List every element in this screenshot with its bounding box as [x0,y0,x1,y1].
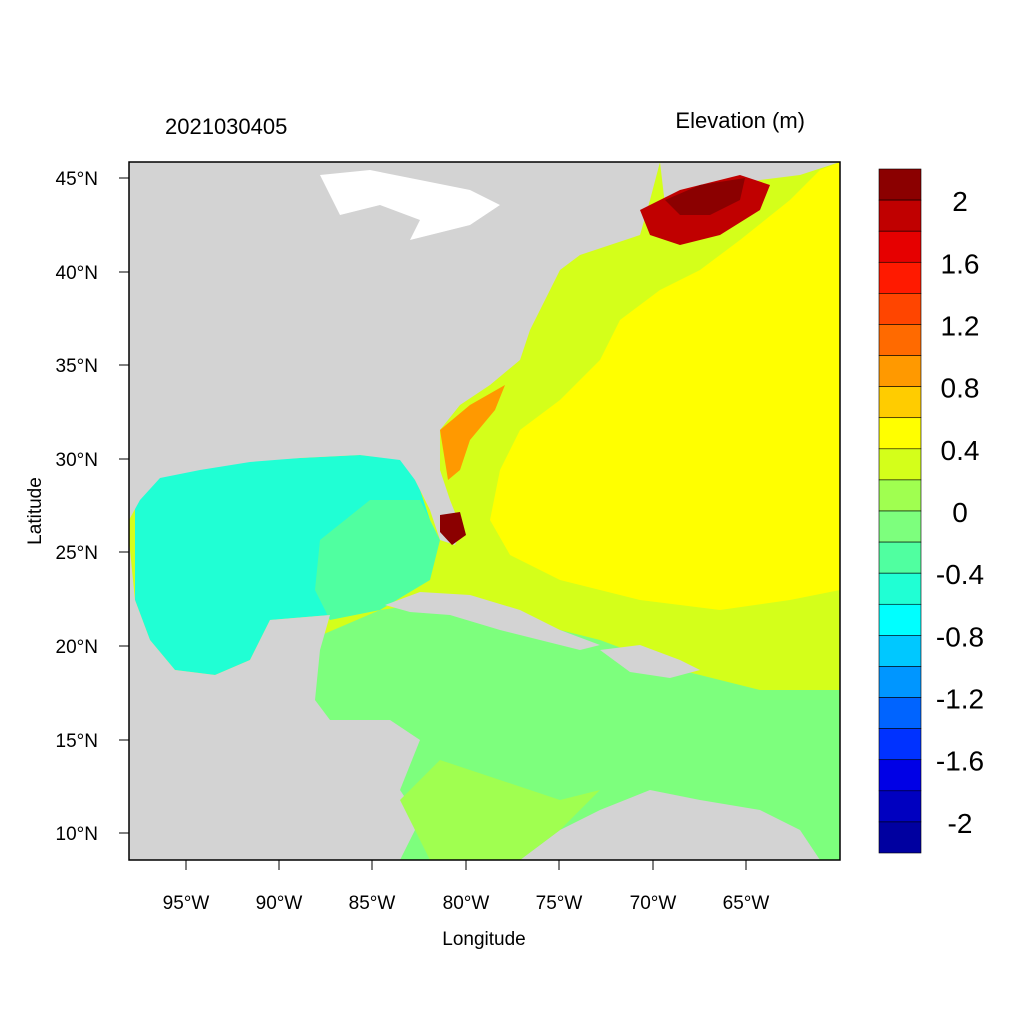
land-cuba [385,592,600,650]
gulf-of-mexico-region [135,455,430,675]
colorbar-swatch [878,293,922,325]
lat-tick-label: 10°N [56,824,98,845]
lon-tick-label: 80°W [443,893,490,914]
colorbar-swatch [878,759,922,792]
colorbar-swatch [878,386,922,419]
colorbar-swatch [878,448,922,481]
colorbar-swatch [878,355,922,387]
colorbar-tick-label: -1.6 [936,746,984,777]
lon-tick-label: 85°W [349,893,396,914]
land-hispaniola [600,645,700,678]
colorbar-tick-label: 2 [952,186,968,217]
colorbar-tick-label: 1.2 [941,310,980,341]
southeast-coastal-high [440,385,505,480]
lat-tick-label: 35°N [56,356,98,377]
map-panel [128,161,841,861]
colorbar-swatch [878,821,922,854]
colorbar-swatch [878,417,922,450]
colorbar-swatch [878,479,922,512]
variable-title: Elevation (m) [675,108,805,133]
lon-tick-label: 95°W [163,893,210,914]
caribbean-south-region [400,760,600,860]
lat-tick-label: 25°N [56,543,98,564]
colorbar-tick-label: -1.2 [936,684,984,715]
colorbar-swatch [878,666,922,698]
map-frame [128,161,841,861]
lon-tick-label: 65°W [723,893,770,914]
colorbar-tick-label: -0.8 [936,621,984,652]
colorbar-tick-label: 0 [952,497,968,528]
colorbar-swatch [878,230,922,263]
colorbar-tick-label: 0.4 [941,435,980,466]
colorbar-swatch [878,603,922,636]
latitude-axis: 45°N 40°N 35°N 30°N 25°N 20°N 15°N 10°N [56,169,129,845]
colorbar-swatch [878,790,922,823]
colorbar-tick-label: 0.8 [941,373,980,404]
south-florida-peak [440,512,466,545]
colorbar-swatch [878,541,922,574]
colorbar-swatch [878,510,922,543]
colorbar-tick-label: 1.6 [941,248,980,279]
lat-tick-label: 15°N [56,731,98,752]
lon-tick-label: 75°W [536,893,583,914]
colorbar-tick-label: -2 [948,808,973,839]
land-north-america [129,162,660,545]
atlantic-elevated-region [490,162,840,610]
colorbar-tick-label: -0.4 [936,559,984,590]
colorbar-swatch [878,697,922,729]
lat-tick-label: 40°N [56,263,98,284]
land-mexico-central-america [129,540,420,860]
colorbar-swatch [878,199,922,232]
lon-tick-label: 70°W [630,893,677,914]
gulf-of-maine-peak [665,178,745,215]
lat-tick-label: 45°N [56,169,98,190]
date-title: 2021030405 [165,114,287,139]
longitude-axis: 95°W 90°W 85°W 80°W 75°W 70°W 65°W [163,860,770,914]
land-south-america [520,790,820,860]
colorbar-swatch [878,261,922,294]
colorbar [878,168,922,854]
great-lakes [320,170,500,240]
lon-tick-label: 90°W [256,893,303,914]
lat-tick-label: 20°N [56,637,98,658]
colorbar-swatch [878,572,922,605]
colorbar-swatch [878,635,922,667]
colorbar-swatch [878,168,922,201]
colorbar-swatch [878,324,922,356]
colorbar-swatch [878,728,922,761]
x-axis-title: Longitude [442,929,525,950]
gulf-loop-current-region [315,500,440,620]
lat-tick-label: 30°N [56,450,98,471]
colorbar-labels: 2 1.6 1.2 0.8 0.4 0 -0.4 -0.8 -1.2 -1.6 -2 [936,186,984,839]
y-axis-title: Latitude [25,477,46,545]
